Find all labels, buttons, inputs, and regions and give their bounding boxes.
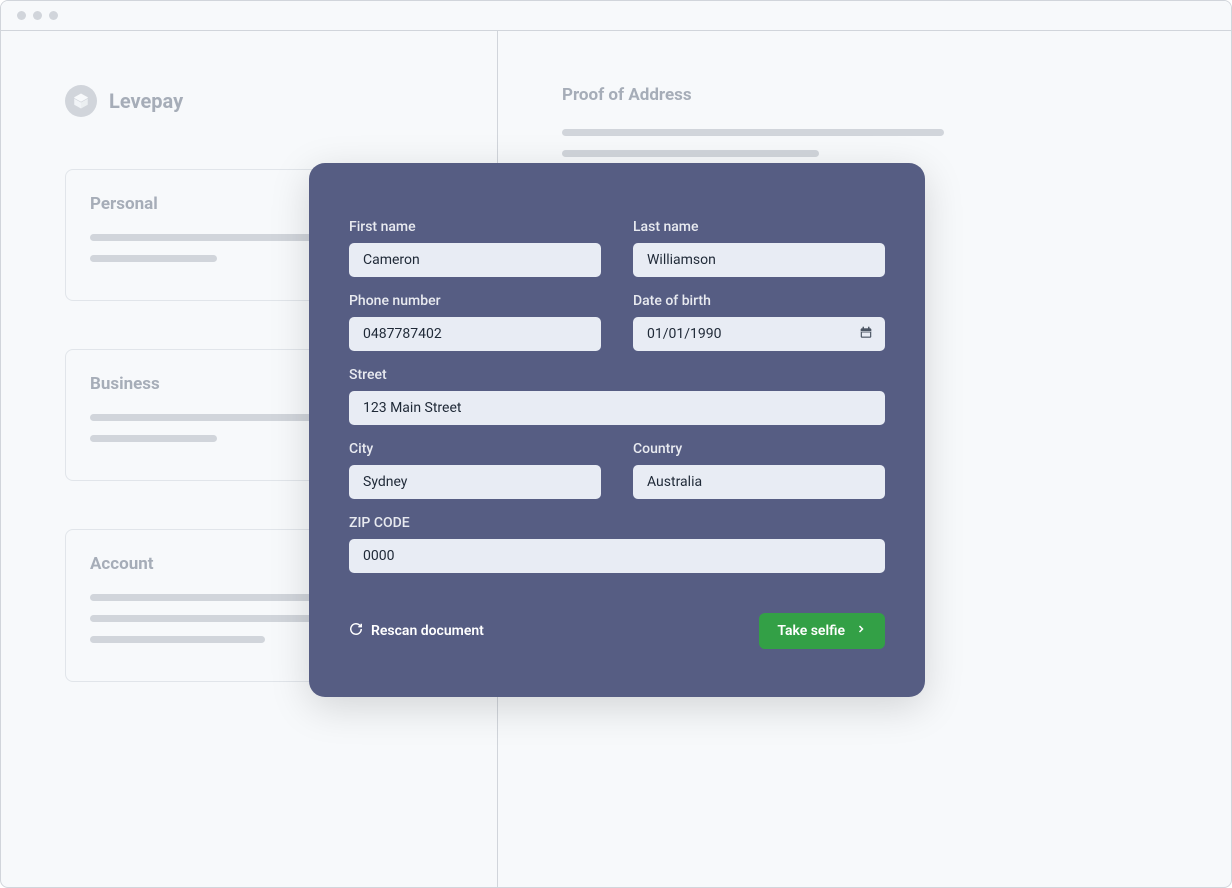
dob-input[interactable] — [633, 317, 885, 351]
street-input[interactable] — [349, 391, 885, 425]
section-title: Proof of Address — [562, 85, 1167, 105]
phone-field-group: Phone number — [349, 293, 601, 351]
address-form-modal: First name Last name Phone number Date o… — [309, 163, 925, 697]
first-name-input[interactable] — [349, 243, 601, 277]
skeleton-line — [90, 636, 265, 643]
first-name-label: First name — [349, 219, 601, 235]
window-dot — [17, 11, 26, 20]
phone-label: Phone number — [349, 293, 601, 309]
modal-footer: Rescan document Take selfie — [349, 613, 885, 649]
calendar-icon[interactable] — [859, 325, 873, 344]
skeleton-line — [562, 150, 819, 157]
dob-field-group: Date of birth — [633, 293, 885, 351]
form-grid: First name Last name Phone number Date o… — [349, 219, 885, 573]
phone-input[interactable] — [349, 317, 601, 351]
brand-logo-row: Levepay — [65, 85, 433, 117]
city-label: City — [349, 441, 601, 457]
dob-label: Date of birth — [633, 293, 885, 309]
zip-field-group: ZIP CODE — [349, 515, 885, 573]
street-field-group: Street — [349, 367, 885, 425]
zip-label: ZIP CODE — [349, 515, 885, 531]
chevron-right-icon — [855, 623, 867, 639]
rescan-document-link[interactable]: Rescan document — [349, 622, 484, 640]
rescan-label: Rescan document — [371, 623, 484, 639]
last-name-field-group: Last name — [633, 219, 885, 277]
city-field-group: City — [349, 441, 601, 499]
last-name-label: Last name — [633, 219, 885, 235]
browser-header — [1, 1, 1231, 31]
country-input[interactable] — [633, 465, 885, 499]
skeleton-line — [562, 129, 944, 136]
country-label: Country — [633, 441, 885, 457]
take-selfie-button[interactable]: Take selfie — [759, 613, 885, 649]
zip-input[interactable] — [349, 539, 885, 573]
window-dot — [33, 11, 42, 20]
last-name-input[interactable] — [633, 243, 885, 277]
refresh-icon — [349, 622, 363, 640]
first-name-field-group: First name — [349, 219, 601, 277]
browser-frame: Levepay Personal Business Account — [0, 0, 1232, 888]
brand-name: Levepay — [109, 89, 183, 113]
take-selfie-label: Take selfie — [777, 623, 845, 639]
window-dot — [49, 11, 58, 20]
country-field-group: Country — [633, 441, 885, 499]
street-label: Street — [349, 367, 885, 383]
city-input[interactable] — [349, 465, 601, 499]
skeleton-line — [90, 255, 217, 262]
brand-logo-icon — [65, 85, 97, 117]
skeleton-line — [90, 435, 217, 442]
